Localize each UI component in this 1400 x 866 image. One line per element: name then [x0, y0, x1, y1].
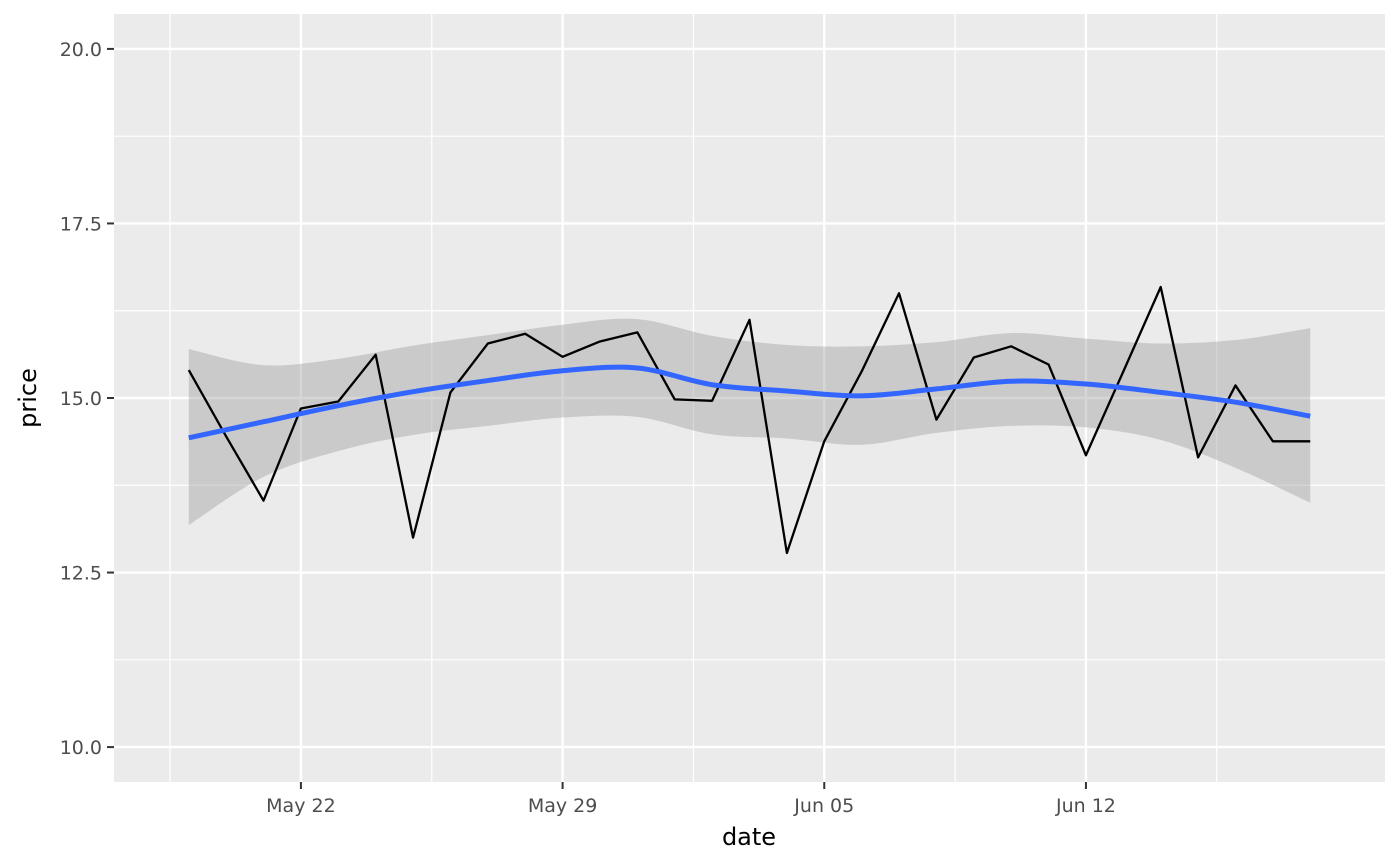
price-line-layer — [187, 285, 1311, 555]
y-axis: 10.0 12.5 15.0 17.5 20.0 — [60, 39, 114, 759]
confidence-band — [188, 318, 1311, 526]
x-axis-title: date — [722, 823, 776, 851]
minor-gridlines — [114, 14, 1385, 782]
x-tick-label: Jun 12 — [1055, 795, 1116, 817]
x-tick-label: May 29 — [528, 795, 598, 817]
y-tick-label: 12.5 — [60, 563, 102, 585]
y-axis-title: price — [14, 368, 42, 428]
x-tick-label: Jun 05 — [793, 795, 854, 817]
y-tick-label: 10.0 — [60, 737, 102, 759]
y-tick-label: 20.0 — [60, 39, 102, 61]
y-tick-label: 17.5 — [60, 213, 102, 235]
major-gridlines — [114, 14, 1385, 782]
x-axis: May 22 May 29 Jun 05 Jun 12 — [266, 782, 1116, 817]
smooth-line — [188, 364, 1311, 441]
y-tick-label: 15.0 — [60, 388, 102, 410]
confidence-band-layer — [188, 318, 1311, 526]
smooth-line-layer — [188, 364, 1311, 441]
x-tick-label: May 22 — [266, 795, 336, 817]
